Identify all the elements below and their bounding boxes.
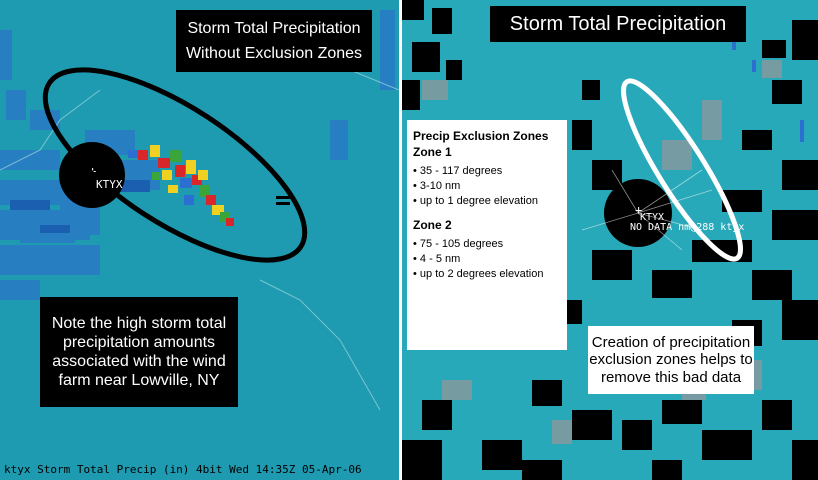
zone2-list: 75 - 105 degrees 4 - 5 nm up to 2 degree…: [413, 237, 561, 282]
clutter-highlight-ellipse: [42, 67, 308, 263]
list-item: 35 - 117 degrees: [413, 164, 561, 179]
list-item: up to 1 degree elevation: [413, 194, 561, 209]
status-bar: ktyx Storm Total Precip (in) 4bit Wed 14…: [4, 463, 362, 476]
left-title-box: Storm Total Precipitation Without Exclus…: [176, 10, 372, 72]
list-item: 3-10 nm: [413, 179, 561, 194]
list-item: 4 - 5 nm: [413, 252, 561, 267]
zones-heading: Precip Exclusion Zones: [413, 129, 549, 143]
creation-note: Creation of precipitation exclusion zone…: [588, 326, 754, 394]
zone2-heading: Zone 2: [413, 217, 452, 232]
right-radar-image: +: [402, 0, 818, 480]
exclusion-zone-ellipse: [621, 78, 743, 262]
left-title-line2: Without Exclusion Zones: [185, 44, 363, 62]
list-item: up to 2 degrees elevation: [413, 267, 561, 282]
station-label: KTYX: [96, 178, 123, 191]
station-label: KTYX: [640, 212, 665, 223]
left-radar-panel: + KTYX Storm Total Precipitation Without…: [0, 0, 399, 480]
exclusion-zones-box: Precip Exclusion Zones Zone 1 35 - 117 d…: [407, 120, 567, 350]
left-title-line1: Storm Total Precipitation: [187, 19, 361, 37]
svg-text:+: +: [635, 203, 642, 217]
right-radar-panel: + KTYX NO DATA nm@288 ktyx Storm Total P…: [402, 0, 818, 480]
wind-farm-note: Note the high storm total precipitation …: [40, 297, 238, 407]
radar-readout: NO DATA nm@288 ktyx: [630, 222, 745, 233]
list-item: 75 - 105 degrees: [413, 237, 561, 252]
right-title: Storm Total Precipitation: [490, 6, 746, 42]
wind-farm-clutter: [128, 145, 290, 226]
zone1-heading: Zone 1: [413, 145, 452, 160]
left-radar-image: +: [0, 10, 399, 411]
zone1-list: 35 - 117 degrees 3-10 nm up to 1 degree …: [413, 164, 561, 209]
panel-divider: [399, 0, 402, 480]
